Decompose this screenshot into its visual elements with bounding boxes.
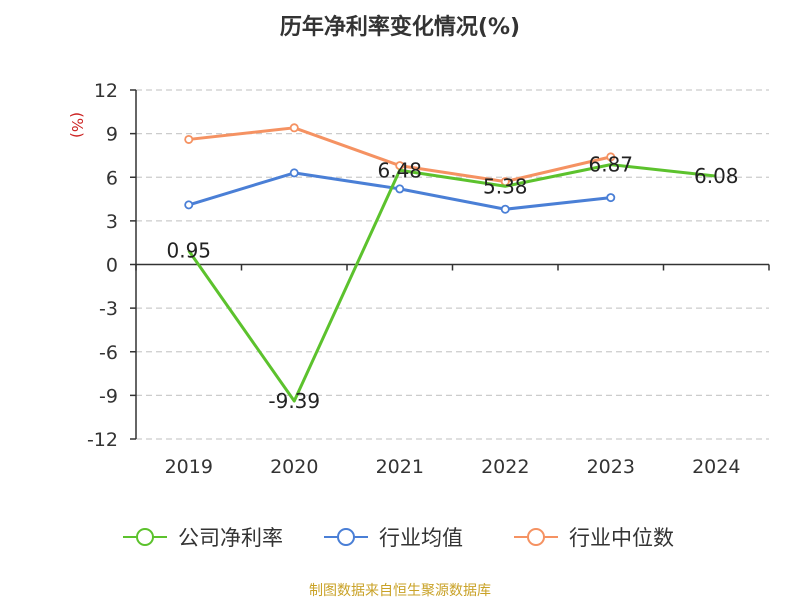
y-tick-label: 0: [106, 255, 118, 277]
series-point: [606, 152, 616, 162]
data-label: -9.39: [268, 389, 320, 413]
data-labels: 0.95 -9.39 6.48 5.38 6.87 6.08: [166, 153, 738, 413]
legend-label: 行业中位数: [569, 526, 674, 550]
x-tick-label: 2020: [270, 456, 318, 478]
source-note: 制图数据来自恒生聚源数据库: [309, 583, 491, 599]
y-tick-label: -6: [99, 342, 118, 364]
series-point: [500, 204, 510, 214]
y-tick-label: -12: [87, 429, 118, 451]
series-point: [289, 123, 299, 133]
y-tick-label: 3: [106, 211, 118, 233]
data-label: 6.87: [588, 153, 633, 177]
series-point: [606, 193, 616, 203]
legend-label: 行业均值: [379, 526, 463, 550]
y-tick-label: 9: [106, 124, 118, 146]
y-axis-label: (%): [68, 112, 86, 138]
y-tick-label: -9: [99, 385, 118, 407]
series-line: [187, 163, 717, 403]
x-tick-labels: 2019 2020 2021 2022 2023 2024: [165, 456, 741, 478]
legend: 公司净利率 行业均值 行业中位数: [123, 526, 674, 550]
x-tick-label: 2019: [165, 456, 213, 478]
chart-title: 历年净利率变化情况(%): [280, 14, 520, 40]
y-tick-label: -3: [99, 298, 118, 320]
legend-label: 公司净利率: [178, 526, 283, 550]
data-label: 6.48: [377, 158, 422, 182]
x-tick-label: 2021: [376, 456, 424, 478]
data-label: 6.08: [694, 164, 739, 188]
x-tick-label: 2024: [692, 456, 740, 478]
legend-swatch-marker: [527, 528, 545, 546]
series-point: [395, 184, 405, 194]
legend-swatch-marker: [136, 528, 154, 546]
y-tick-label: 12: [94, 80, 118, 102]
series-point: [184, 200, 194, 210]
x-tick-label: 2022: [481, 456, 529, 478]
legend-swatch-marker: [337, 528, 355, 546]
axes: [130, 89, 770, 440]
series-point: [289, 168, 299, 178]
series-lines: [184, 123, 717, 403]
data-label: 0.95: [166, 239, 211, 263]
y-tick-labels: 12 9 6 3 0 -3 -6 -9 -12: [87, 80, 118, 451]
y-tick-label: 6: [106, 167, 118, 189]
x-tick-label: 2023: [587, 456, 635, 478]
series-point: [184, 134, 194, 144]
data-label: 5.38: [483, 174, 528, 198]
